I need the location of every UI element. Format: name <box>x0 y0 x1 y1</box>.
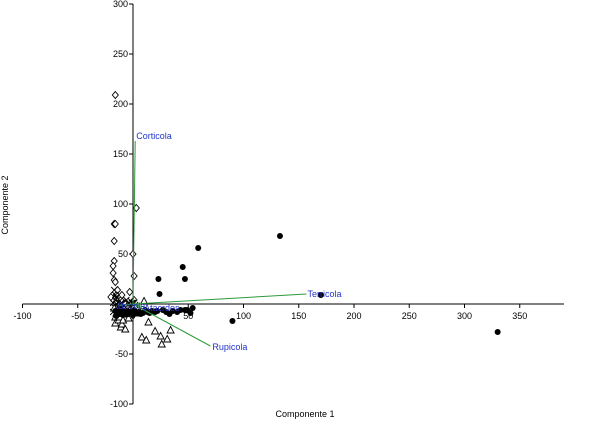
point-diamond <box>118 290 126 300</box>
x-tick-label: 100 <box>236 311 251 321</box>
point-cross <box>110 286 118 294</box>
y-tick-label: 100 <box>113 199 128 209</box>
point-circle <box>181 276 188 282</box>
x-tick-label: 150 <box>291 311 306 321</box>
y-tick-label: 300 <box>113 0 128 9</box>
vector-line <box>132 140 136 305</box>
x-ticks: -100-50050100150200250300350 <box>13 304 527 321</box>
vector-label: Corticola <box>136 131 172 141</box>
point-triangle <box>144 317 153 326</box>
point-circle <box>494 329 501 335</box>
point-circle <box>317 292 324 298</box>
point-circle <box>154 308 161 314</box>
x-tick-label: -100 <box>13 311 31 321</box>
point-cross <box>109 299 117 307</box>
x-tick-label: 350 <box>512 311 527 321</box>
point-triangle <box>156 331 165 340</box>
vector-label: Rupicola <box>212 342 247 352</box>
point-diamond <box>109 268 117 278</box>
vector-line <box>119 303 134 306</box>
point-circle <box>179 264 186 270</box>
axes <box>22 4 564 404</box>
point-circle <box>155 276 162 282</box>
y-ticks: -100 -50 50 100 150 200 250 300 <box>110 0 133 409</box>
point-triangle <box>157 339 166 348</box>
point-triangle <box>150 326 160 335</box>
point-circle <box>177 307 184 313</box>
y-tick-label: 200 <box>113 99 128 109</box>
vector-line <box>132 293 307 305</box>
x-tick-label: -50 <box>71 311 84 321</box>
point-diamond <box>111 277 119 287</box>
x-axis-title: Componente 1 <box>275 409 334 419</box>
point-diamond <box>111 90 119 100</box>
point-triangle <box>121 324 130 333</box>
point-triangle <box>139 296 149 305</box>
y-tick-label: -50 <box>115 349 128 359</box>
point-triangle <box>166 325 175 334</box>
vector-label: Atacrdes <box>144 303 180 313</box>
point-circle <box>276 233 283 239</box>
vector-line <box>132 303 211 347</box>
point-circle <box>156 291 163 297</box>
point-circle <box>195 245 202 251</box>
y-axis-title: Componente 2 <box>0 175 10 234</box>
point-diamond <box>129 249 137 259</box>
x-tick-label: 300 <box>457 311 472 321</box>
point-diamond <box>130 271 138 281</box>
point-triangle <box>117 319 127 328</box>
loading-vectors: Corticola Terricola Rupicola AtacrdesBricol… <box>118 131 342 352</box>
point-triangle <box>142 335 151 344</box>
point-triangle <box>124 313 133 322</box>
point-circle <box>229 318 236 324</box>
x-tick-label: 250 <box>402 311 417 321</box>
vector-label: Bricola <box>118 301 146 311</box>
vector-line <box>132 303 145 308</box>
y-tick-label: 150 <box>113 149 128 159</box>
y-tick-label: 50 <box>118 249 128 259</box>
data-points <box>107 90 501 348</box>
point-cross <box>113 293 120 301</box>
point-triangle <box>137 332 147 341</box>
point-diamond <box>111 219 119 229</box>
point-diamond <box>126 287 134 297</box>
point-cross <box>112 291 119 299</box>
point-circle <box>187 310 194 316</box>
vector-label: Terricola <box>307 289 341 299</box>
point-diamond <box>110 236 118 246</box>
y-tick-label: -100 <box>110 399 128 409</box>
point-circle <box>189 305 196 311</box>
x-tick-label: 50 <box>183 311 193 321</box>
x-tick-label: 200 <box>346 311 361 321</box>
y-tick-label: 250 <box>113 49 128 59</box>
point-triangle <box>163 334 172 343</box>
